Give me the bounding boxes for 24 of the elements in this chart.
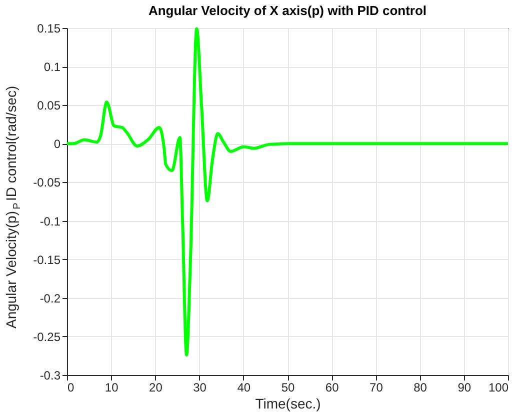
y-tick-label: 0.05 — [37, 98, 61, 113]
y-tick-label: -0.15 — [33, 252, 61, 267]
x-tick-label: 30 — [193, 380, 207, 394]
x-tick-label: 60 — [325, 380, 340, 394]
y-tick-label: -0.25 — [33, 330, 61, 344]
chart-title: Angular Velocity of X axis(p) with PID control — [148, 3, 427, 18]
y-tick-label: 0 — [54, 137, 61, 152]
x-tick-label: 90 — [458, 380, 472, 394]
x-tick-label: 0 — [68, 380, 74, 394]
y-tick-label: -0.05 — [33, 176, 61, 190]
y-tick-label: -0.1 — [40, 214, 61, 228]
x-tick-label: 20 — [149, 380, 163, 394]
x-tick-label: 100 — [488, 380, 509, 394]
x-tick-label: 50 — [281, 380, 295, 394]
x-axis-title: Time(sec.) — [255, 396, 321, 412]
y-tick-label: -0.3 — [40, 368, 61, 382]
x-tick-label: 70 — [370, 380, 384, 394]
y-tick-label: -0.2 — [40, 291, 61, 306]
y-tick-label: 0.15 — [37, 22, 61, 36]
x-tick-label: 80 — [414, 380, 428, 394]
x-tick-label: 10 — [104, 380, 119, 394]
y-tick-label: 0.1 — [44, 60, 61, 74]
x-tick-label: 40 — [237, 380, 251, 394]
y-axis-title: Angular Velocity(p)PID control(rad/sec) — [3, 86, 23, 329]
